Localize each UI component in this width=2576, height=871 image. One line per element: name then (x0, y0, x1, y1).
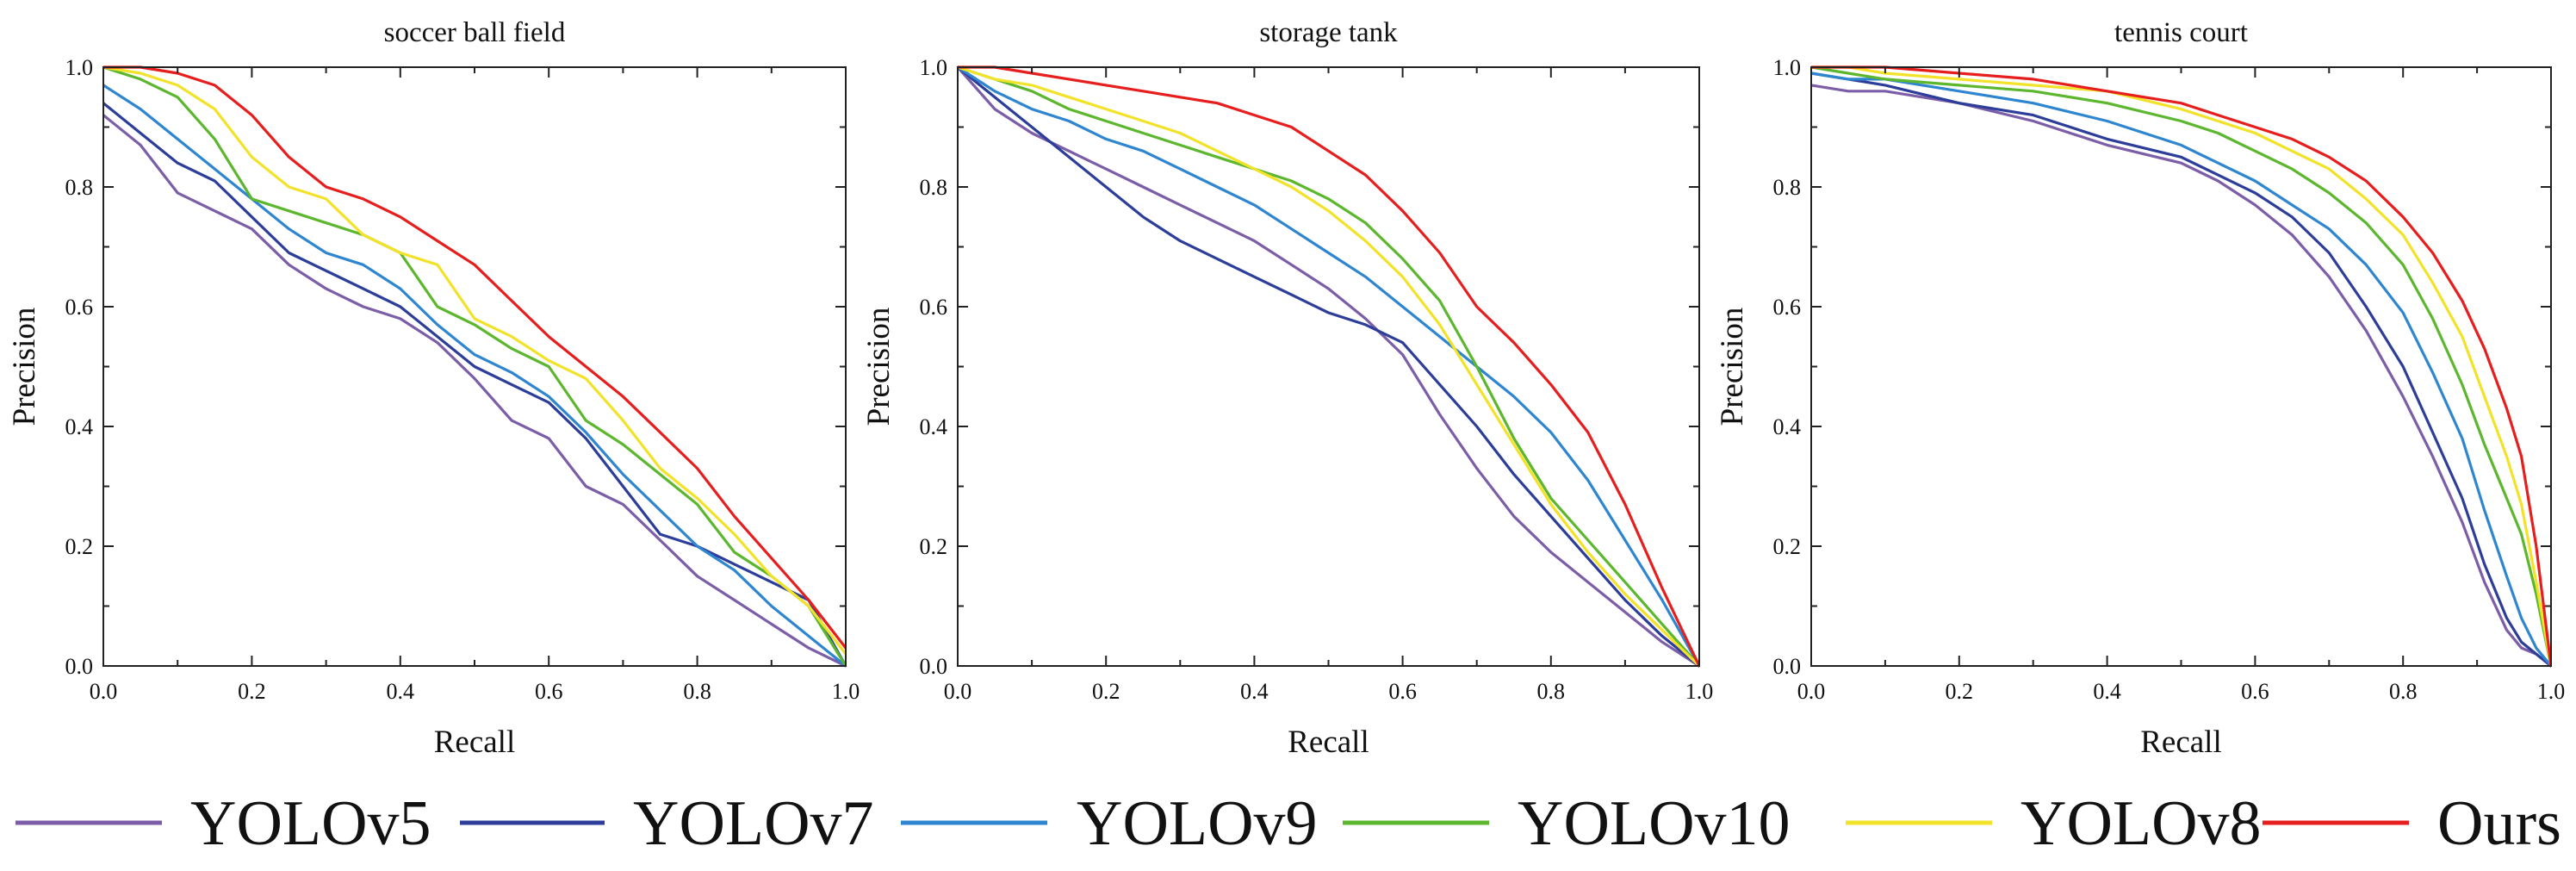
x-tick-label: 0.6 (2241, 679, 2269, 704)
series-line-yolov5 (958, 65, 1699, 668)
y-tick-label: 0.6 (65, 295, 94, 320)
x-tick-label: 0.2 (238, 679, 266, 704)
y-tick-label: 0.0 (1773, 654, 1802, 679)
legend-item: YOLOv5 (16, 788, 431, 859)
series-line-yolov8 (1811, 65, 2551, 668)
x-tick-label: 0.0 (1797, 679, 1826, 704)
legend: YOLOv5 YOLOv7 YOLOv9 YOLOv10 YOLOv8 Ours (16, 788, 2561, 859)
y-tick-label: 0.0 (65, 654, 94, 679)
y-tick-label: 0.8 (65, 175, 94, 200)
chart-title: tennis court (2114, 17, 2248, 48)
chart-panel: storage tank 0.00.0 0.2 0.2 0.4 0.4 0.6 0.6 0.8 0… (861, 17, 1713, 760)
y-tick-label: 0.6 (1773, 295, 1802, 320)
x-axis-label: Recall (2140, 725, 2222, 760)
series-line-yolov8 (958, 65, 1699, 668)
y-tick-label: 0.6 (920, 295, 948, 320)
x-tick-label: 0.0 (944, 679, 972, 704)
chart-panel: soccer ball field 0.00.0 0.2 0.2 0.4 0.4 0.6 0.… (7, 17, 860, 760)
y-tick-label: 0.2 (920, 534, 948, 559)
series-line-ours (103, 65, 846, 650)
x-tick-label: 0.0 (90, 679, 118, 704)
legend-label: YOLOv9 (1077, 788, 1318, 859)
legend-label: YOLOv8 (2020, 788, 2262, 859)
x-tick-label: 0.4 (2093, 679, 2121, 704)
y-tick-label: 0.4 (1773, 414, 1802, 439)
legend-label: YOLOv7 (633, 788, 874, 859)
series-line-yolov9 (1811, 72, 2551, 668)
series-line-ours (958, 65, 1699, 668)
series-line-yolov10 (1811, 65, 2551, 668)
y-tick-label: 0.8 (920, 175, 948, 200)
x-axis-label: Recall (434, 725, 516, 760)
legend-label: YOLOv10 (1518, 788, 1791, 859)
chart-panels: soccer ball field0.00.00.20.20.40.40.60.… (7, 17, 2565, 760)
x-tick-label: 0.4 (387, 679, 415, 704)
series-line-yolov7 (958, 65, 1699, 668)
legend-label: Ours (2437, 788, 2561, 859)
legend-item: Ours (2263, 788, 2561, 859)
series-lines (1811, 65, 2551, 668)
y-axis-label: Precision (7, 308, 42, 426)
y-tick-label: 0.2 (1773, 534, 1802, 559)
x-tick-label: 1.0 (832, 679, 860, 704)
x-tick-label: 1.0 (2537, 679, 2566, 704)
series-line-yolov5 (1811, 84, 2551, 668)
series-line-yolov5 (103, 114, 846, 668)
series-line-yolov7 (103, 102, 846, 668)
series-line-yolov10 (103, 65, 846, 668)
chart-title: soccer ball field (384, 17, 566, 48)
x-tick-label: 0.8 (1537, 679, 1566, 704)
series-line-yolov7 (1811, 72, 2551, 668)
x-tick-label: 0.6 (535, 679, 563, 704)
x-tick-label: 0.8 (683, 679, 711, 704)
x-axis-label: Recall (1288, 725, 1369, 760)
y-tick-label: 0.2 (65, 534, 94, 559)
x-tick-label: 1.0 (1685, 679, 1714, 704)
x-tick-label: 0.6 (1388, 679, 1417, 704)
y-axis-label: Precision (861, 308, 897, 426)
series-lines (103, 65, 846, 668)
series-line-yolov10 (958, 65, 1699, 668)
y-axis-label: Precision (1715, 308, 1750, 426)
legend-item: YOLOv10 (1343, 788, 1791, 859)
chart-title: storage tank (1259, 17, 1398, 48)
series-line-ours (1811, 65, 2551, 668)
legend-item: YOLOv7 (460, 788, 874, 859)
y-tick-label: 1.0 (65, 55, 94, 80)
x-tick-label: 0.4 (1240, 679, 1269, 704)
series-line-yolov9 (958, 65, 1699, 668)
y-tick-label: 0.8 (1773, 175, 1802, 200)
series-line-yolov9 (103, 84, 846, 668)
legend-label: YOLOv5 (190, 788, 431, 859)
x-tick-label: 0.8 (2389, 679, 2418, 704)
x-tick-label: 0.2 (1092, 679, 1120, 704)
x-tick-label: 0.2 (1946, 679, 1974, 704)
legend-item: YOLOv8 (1846, 788, 2262, 859)
legend-item: YOLOv9 (901, 788, 1318, 859)
chart-panel: tennis court 0.00.0 0.2 0.2 0.4 0.4 0.6 0.6 0.8 0… (1715, 17, 2565, 760)
y-tick-label: 0.4 (65, 414, 94, 439)
y-tick-label: 0.4 (920, 414, 948, 439)
y-tick-label: 1.0 (920, 55, 948, 80)
y-tick-label: 1.0 (1773, 55, 1802, 80)
series-line-yolov8 (103, 65, 846, 656)
series-lines (958, 65, 1699, 668)
y-tick-label: 0.0 (920, 654, 948, 679)
